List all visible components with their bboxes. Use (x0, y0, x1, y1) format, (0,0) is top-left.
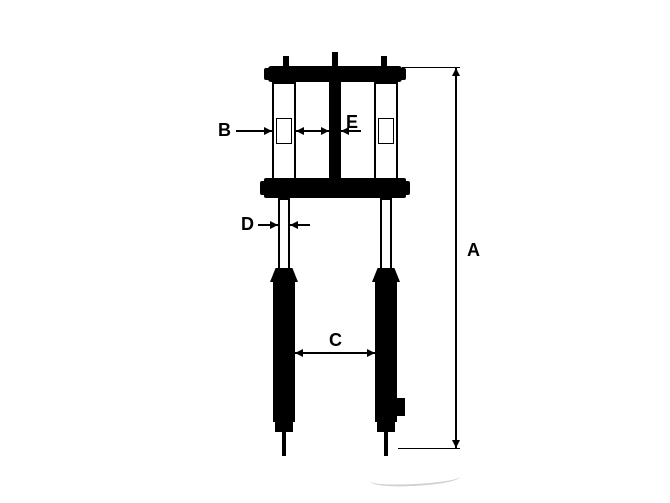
upper-tube-detail-left (276, 118, 292, 144)
dim-A-arrow-up (452, 68, 460, 76)
upper-tube-detail-right (378, 118, 394, 144)
dim-A-arrow-down (452, 440, 460, 448)
lower-clamp-bulge-left (260, 181, 270, 195)
steering-stem (329, 82, 341, 180)
lower-clamp-bulge-right (400, 181, 410, 195)
slider-left (273, 282, 295, 422)
shadow-mark (370, 470, 461, 489)
label-A: A (467, 240, 480, 261)
axle-pin-right (384, 432, 388, 456)
slider-cap-left (270, 268, 298, 282)
axle-pin-left (282, 432, 286, 456)
brake-tab (397, 398, 405, 416)
dim-B-arrow-l (264, 127, 272, 135)
top-clamp-bulge-left (264, 68, 274, 80)
slider-right (375, 282, 397, 422)
stanchion-right (380, 198, 392, 272)
dim-D-arrow-r (290, 221, 298, 229)
top-clamp-bulge-right (396, 68, 406, 80)
stanchion-left (278, 198, 290, 272)
dim-A-vline (455, 68, 457, 448)
label-B: B (218, 120, 231, 141)
dim-D-arrow-l (270, 221, 278, 229)
dim-C-hline (295, 352, 375, 354)
slider-cap-right (372, 268, 400, 282)
dim-C-arrow-r (367, 349, 375, 357)
fork-diagram: A B E D C (0, 0, 670, 503)
lower-triple-clamp (264, 178, 406, 198)
dim-E-arrow-l (321, 127, 329, 135)
slider-bottom-right (377, 422, 395, 432)
label-C: C (329, 330, 342, 351)
dim-A-bot-ext (398, 448, 460, 449)
label-D: D (241, 214, 254, 235)
dim-C-arrow-l (295, 349, 303, 357)
top-triple-clamp (268, 66, 402, 82)
dim-B-arrow-r (296, 127, 304, 135)
label-E: E (346, 112, 358, 133)
slider-bottom-left (275, 422, 293, 432)
